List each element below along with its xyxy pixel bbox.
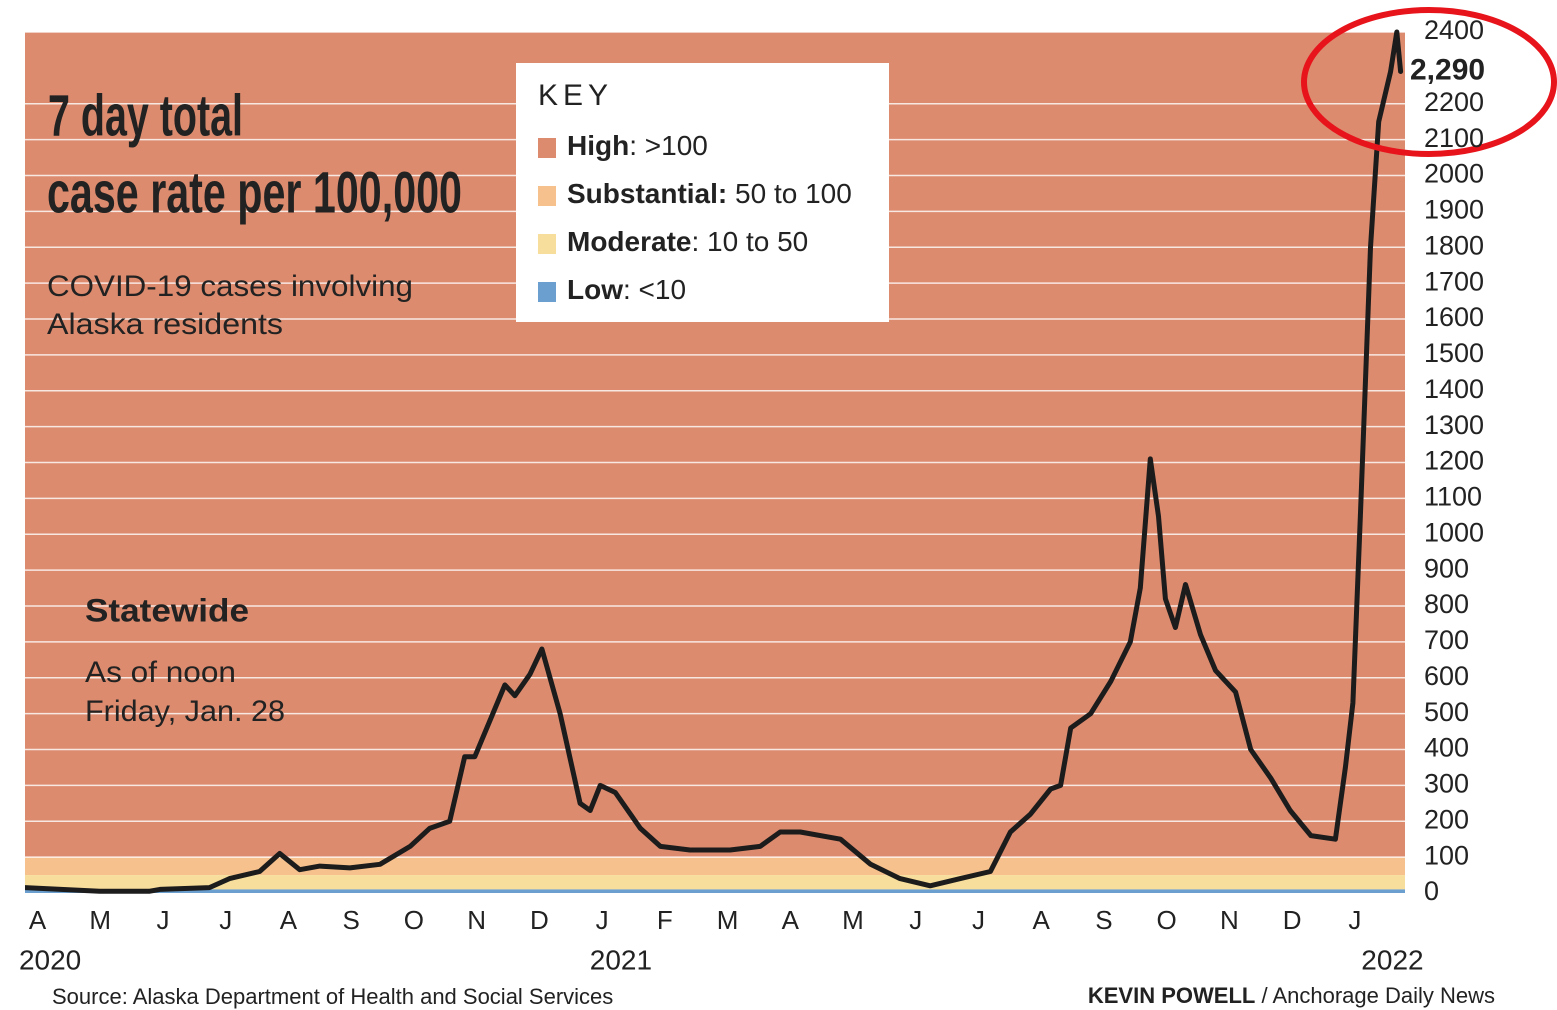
y-tick-label: 800 <box>1424 589 1469 619</box>
note-title: Statewide <box>85 592 249 628</box>
key-box <box>516 63 889 322</box>
note-line: As of noon <box>85 656 236 689</box>
y-tick-label: 2100 <box>1424 123 1484 153</box>
y-tick-label: 400 <box>1424 733 1469 763</box>
subtitle-line: COVID-19 cases involving <box>47 270 413 303</box>
y-tick-label: 1600 <box>1424 302 1484 332</box>
key-name: Moderate <box>567 226 691 257</box>
y-tick-label: 1100 <box>1424 482 1482 512</box>
x-tick-label: J <box>596 905 609 935</box>
key-title: KEY <box>538 79 613 112</box>
y-tick-label: 1200 <box>1424 446 1484 476</box>
x-tick-label: F <box>657 905 673 935</box>
note-line: Friday, Jan. 28 <box>85 695 285 728</box>
y-tick-label: 2200 <box>1424 87 1484 117</box>
y-tick-label: 200 <box>1424 804 1469 834</box>
x-tick-label: M <box>717 905 739 935</box>
y-tick-label: 700 <box>1424 625 1469 655</box>
y-tick-label: 100 <box>1424 840 1469 870</box>
band <box>25 857 1405 876</box>
x-tick-label: O <box>404 905 424 935</box>
key-swatch <box>538 186 556 206</box>
credit-org: / Anchorage Daily News <box>1255 983 1495 1008</box>
key-label: High: >100 <box>567 130 708 161</box>
x-tick-label: N <box>1220 905 1239 935</box>
credit-name: KEVIN POWELL <box>1088 983 1255 1008</box>
title-line: 7 day total <box>48 83 243 148</box>
y-tick-label: 900 <box>1424 553 1469 583</box>
y-tick-label: 2000 <box>1424 159 1484 189</box>
key-label: Low: <10 <box>567 274 686 305</box>
key-label: Moderate: 10 to 50 <box>567 226 808 257</box>
x-tick-label: J <box>972 905 985 935</box>
key-text: : 10 to 50 <box>691 226 808 257</box>
x-tick-label: J <box>157 905 170 935</box>
y-tick-label: 2400 <box>1424 15 1484 45</box>
y-tick-label: 1700 <box>1424 266 1484 296</box>
x-tick-label: S <box>1095 905 1112 935</box>
x-tick-label: J <box>1348 905 1361 935</box>
y-tick-label: 500 <box>1424 697 1469 727</box>
y-tick-label: 600 <box>1424 661 1469 691</box>
key-swatch <box>538 138 556 158</box>
key-swatch <box>538 234 556 254</box>
y-tick-label: 1300 <box>1424 410 1484 440</box>
x-tick-label: O <box>1157 905 1177 935</box>
y-tick-label: 1800 <box>1424 230 1484 260</box>
data-line <box>25 29 1404 894</box>
x-tick-label: N <box>467 905 486 935</box>
band <box>25 889 1405 893</box>
key-text: : >100 <box>629 130 708 161</box>
x-tick-label: D <box>1283 905 1302 935</box>
key-text: 50 to 100 <box>727 178 852 209</box>
title-line: case rate per 100,000 <box>47 160 462 225</box>
subtitle-line: Alaska residents <box>47 308 283 341</box>
year-label: 2022 <box>1361 944 1423 975</box>
y-tick-label: 0 <box>1424 876 1439 906</box>
source: Source: Alaska Department of Health and … <box>52 984 613 1009</box>
key-label: Substantial: 50 to 100 <box>567 178 852 209</box>
y-tick-label: 1500 <box>1424 338 1484 368</box>
x-tick-label: J <box>909 905 922 935</box>
y-tick-label: 1400 <box>1424 374 1484 404</box>
year-label: 2021 <box>590 944 652 975</box>
x-tick-label: J <box>219 905 232 935</box>
key-name: High <box>567 130 629 161</box>
x-tick-label: M <box>842 905 864 935</box>
y-tick-label: 1900 <box>1424 195 1484 225</box>
credit: KEVIN POWELL / Anchorage Daily News <box>1088 983 1495 1008</box>
x-tick-label: A <box>782 905 800 935</box>
year-label: 2020 <box>19 944 81 975</box>
x-tick-label: A <box>1033 905 1051 935</box>
band <box>25 875 1405 890</box>
x-tick-label: M <box>89 905 111 935</box>
key-name: Low <box>567 274 623 305</box>
y-tick-label: 1000 <box>1424 517 1484 547</box>
x-tick-label: S <box>343 905 360 935</box>
y-tick-label: 300 <box>1424 769 1469 799</box>
x-tick-label: A <box>280 905 298 935</box>
key-text: : <10 <box>623 274 686 305</box>
key-swatch <box>538 282 556 302</box>
highlight-circle <box>1301 7 1557 157</box>
key-name: Substantial: <box>567 178 727 209</box>
x-tick-label: D <box>530 905 549 935</box>
x-tick-label: A <box>29 905 47 935</box>
highlight-label: 2,290 <box>1410 53 1485 86</box>
